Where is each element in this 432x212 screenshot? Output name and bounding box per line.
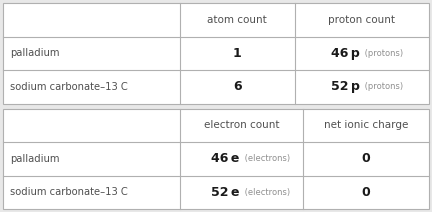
Text: 52 e: 52 e — [211, 186, 240, 199]
Text: (electrons): (electrons) — [241, 188, 290, 197]
Bar — [3, 109, 429, 209]
Text: palladium: palladium — [10, 154, 60, 164]
Text: 6: 6 — [233, 80, 241, 93]
Text: proton count: proton count — [328, 15, 395, 25]
Text: (electrons): (electrons) — [241, 154, 290, 163]
Text: 0: 0 — [362, 152, 371, 165]
Text: electron count: electron count — [204, 120, 280, 130]
Text: (protons): (protons) — [362, 82, 403, 91]
Bar — [3, 3, 429, 103]
Text: palladium: palladium — [10, 48, 60, 58]
Text: (protons): (protons) — [362, 49, 403, 58]
Text: 46 e: 46 e — [211, 152, 240, 165]
Text: 0: 0 — [362, 186, 371, 199]
Text: net ionic charge: net ionic charge — [324, 120, 408, 130]
Text: 46 p: 46 p — [331, 47, 360, 60]
Text: 52 p: 52 p — [331, 80, 360, 93]
Text: sodium carbonate–13 C: sodium carbonate–13 C — [10, 187, 128, 197]
Text: sodium carbonate–13 C: sodium carbonate–13 C — [10, 82, 128, 92]
Text: atom count: atom count — [207, 15, 267, 25]
Text: 1: 1 — [233, 47, 241, 60]
